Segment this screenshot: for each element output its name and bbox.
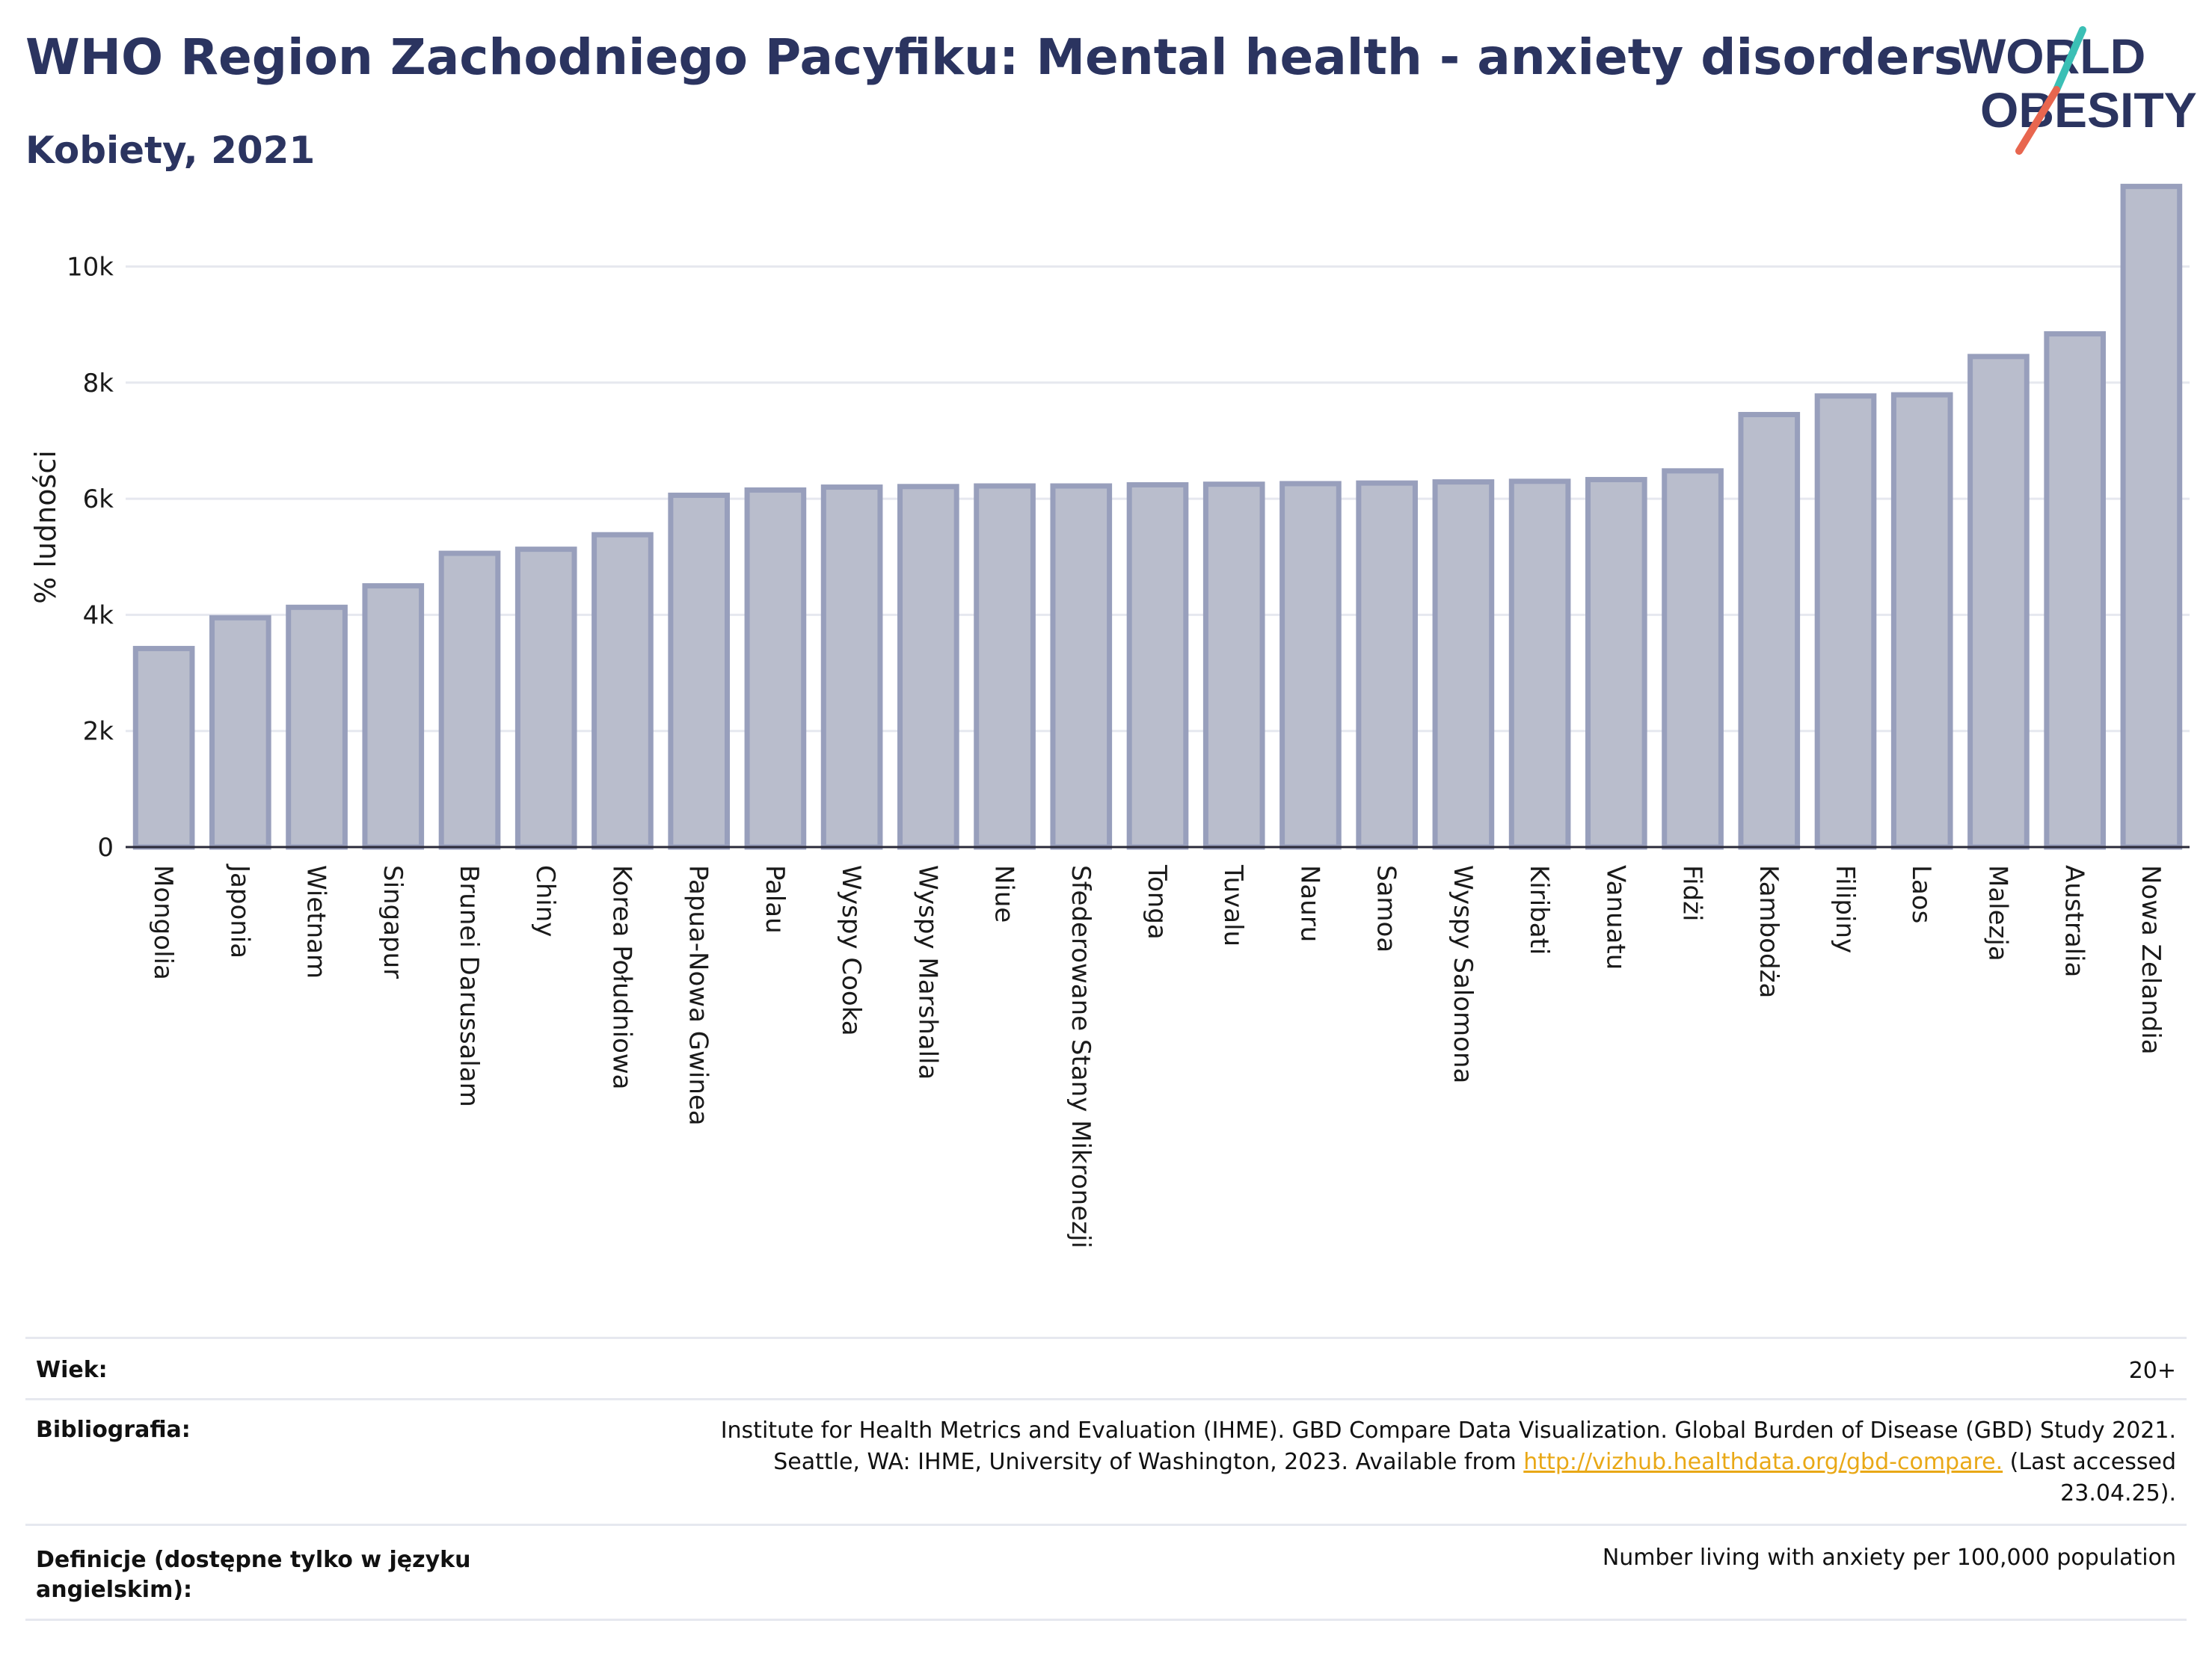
x-axis-categories: Mongolia Japonia Wietnam Singapur Brunei Dar…	[148, 864, 2166, 1249]
bar[interactable]	[2120, 183, 2183, 850]
bar[interactable]	[668, 492, 730, 850]
bar[interactable]	[820, 484, 883, 850]
bar[interactable]	[1814, 393, 1877, 850]
x-tick-label: Filipiny	[1830, 865, 1860, 953]
x-tick-label: Nauru	[1294, 865, 1324, 942]
x-tick-label: Wyspy Cooka	[836, 865, 866, 1036]
bar[interactable]	[1279, 481, 1342, 850]
bar[interactable]	[286, 604, 348, 850]
x-tick-label: Korea Południowa	[606, 865, 636, 1090]
bar[interactable]	[1967, 354, 2030, 850]
bar[interactable]	[1662, 468, 1724, 850]
logo-text-obesity: OBESITY	[1980, 82, 2197, 138]
x-tick-label: Tonga	[1142, 864, 1172, 940]
chart-subtitle: Kobiety, 2021	[25, 129, 316, 172]
x-tick-label: Wietnam	[301, 865, 331, 979]
x-tick-label: Fidżi	[1677, 865, 1707, 921]
bar[interactable]	[1890, 392, 1953, 850]
x-tick-label: Nowa Zelandia	[2136, 865, 2166, 1055]
x-tick-label: Brunei Darussalam	[454, 865, 484, 1107]
bar[interactable]	[362, 583, 425, 850]
x-tick-label: Kiribati	[1524, 865, 1554, 955]
bar[interactable]	[897, 484, 959, 850]
y-tick-label: 2k	[83, 717, 114, 747]
x-tick-label: Singapur	[378, 865, 408, 979]
bars	[132, 183, 2183, 850]
bar[interactable]	[132, 645, 195, 850]
world-obesity-logo: WORLD OBESITY	[1959, 26, 2197, 155]
x-tick-label: Australia	[2059, 865, 2089, 977]
bar[interactable]	[1356, 480, 1418, 850]
bib-line-2: Seattle, WA: IHME, University of Washing…	[606, 1447, 2176, 1478]
bib-line-2-post: (Last accessed	[2003, 1449, 2176, 1475]
bar[interactable]	[1508, 478, 1571, 850]
bar[interactable]	[1050, 483, 1113, 850]
x-tick-label: Mongolia	[148, 865, 178, 980]
bar[interactable]	[592, 532, 654, 850]
x-tick-label: Papua-Nowa Gwinea	[683, 865, 713, 1126]
bar[interactable]	[2044, 331, 2106, 850]
x-tick-label: Vanuatu	[1600, 865, 1630, 970]
meta-value-bibliography: Institute for Health Metrics and Evaluat…	[606, 1415, 2176, 1509]
meta-label-definitions: Definicje (dostępne tylko w języku angie…	[36, 1547, 471, 1603]
x-tick-label: Chiny	[530, 865, 560, 937]
meta-row-bibliography: Bibliografia: Institute for Health Metri…	[25, 1398, 2187, 1526]
x-tick-label: Kambodża	[1754, 865, 1784, 998]
y-tick-label: 8k	[83, 369, 114, 398]
bar[interactable]	[1202, 481, 1265, 850]
x-tick-label: Wyspy Salomona	[1448, 865, 1478, 1083]
bib-line-1: Institute for Health Metrics and Evaluat…	[720, 1418, 2176, 1444]
y-tick-label: 4k	[83, 600, 114, 630]
y-tick-label: 6k	[83, 484, 114, 514]
bar[interactable]	[1432, 479, 1495, 850]
meta-label-age: Wiek:	[36, 1357, 108, 1383]
bar-chart: 0 2k 4k 6k 8k 10k Mongolia Japonia Wietnam Singa…	[29, 183, 2190, 1249]
meta-row-definitions: Definicje (dostępne tylko w języku angie…	[25, 1524, 2187, 1621]
logo-slash-coral	[2015, 86, 2060, 155]
bar[interactable]	[744, 487, 807, 850]
bar[interactable]	[1738, 411, 1801, 850]
bib-link[interactable]: http://vizhub.healthdata.org/gbd-compare…	[1523, 1449, 2003, 1475]
bib-line-3: 23.04.25).	[2060, 1480, 2176, 1506]
x-tick-label: Samoa	[1371, 865, 1401, 952]
y-tick-label: 10k	[67, 252, 114, 282]
chart-title: WHO Region Zachodniego Pacyfiku: Mental …	[25, 28, 1964, 86]
bib-line-2-pre: Seattle, WA: IHME, University of Washing…	[773, 1449, 1524, 1475]
y-tick-label: 0	[97, 833, 114, 863]
meta-value-age: 20+	[2128, 1358, 2176, 1384]
x-tick-label: Niue	[989, 865, 1019, 923]
bar[interactable]	[1585, 476, 1647, 850]
bar[interactable]	[974, 483, 1036, 850]
bar[interactable]	[209, 615, 271, 850]
x-tick-label: Wyspy Marshalla	[912, 865, 942, 1080]
x-tick-label: Japonia	[224, 864, 254, 958]
meta-label-bibliography: Bibliografia:	[36, 1417, 191, 1443]
x-tick-label: Palau	[760, 865, 790, 934]
bar[interactable]	[1126, 481, 1189, 850]
x-tick-label: Malezja	[1982, 865, 2012, 961]
logo-text-world: WORLD	[1959, 28, 2145, 84]
x-tick-label: Laos	[1906, 865, 1936, 923]
bar[interactable]	[438, 550, 501, 850]
meta-value-definitions: Number living with anxiety per 100,000 p…	[1602, 1545, 2176, 1571]
x-tick-label: Sfederowane Stany Mikronezji	[1066, 865, 1096, 1249]
logo-slash-teal	[2053, 26, 2086, 93]
x-tick-label: Tuvalu	[1218, 864, 1248, 946]
y-axis-title: % ludności	[29, 450, 62, 604]
y-axis-ticks: 0 2k 4k 6k 8k 10k	[67, 252, 114, 863]
bar[interactable]	[514, 547, 577, 850]
meta-row-age: Wiek: 20+	[25, 1337, 2187, 1400]
